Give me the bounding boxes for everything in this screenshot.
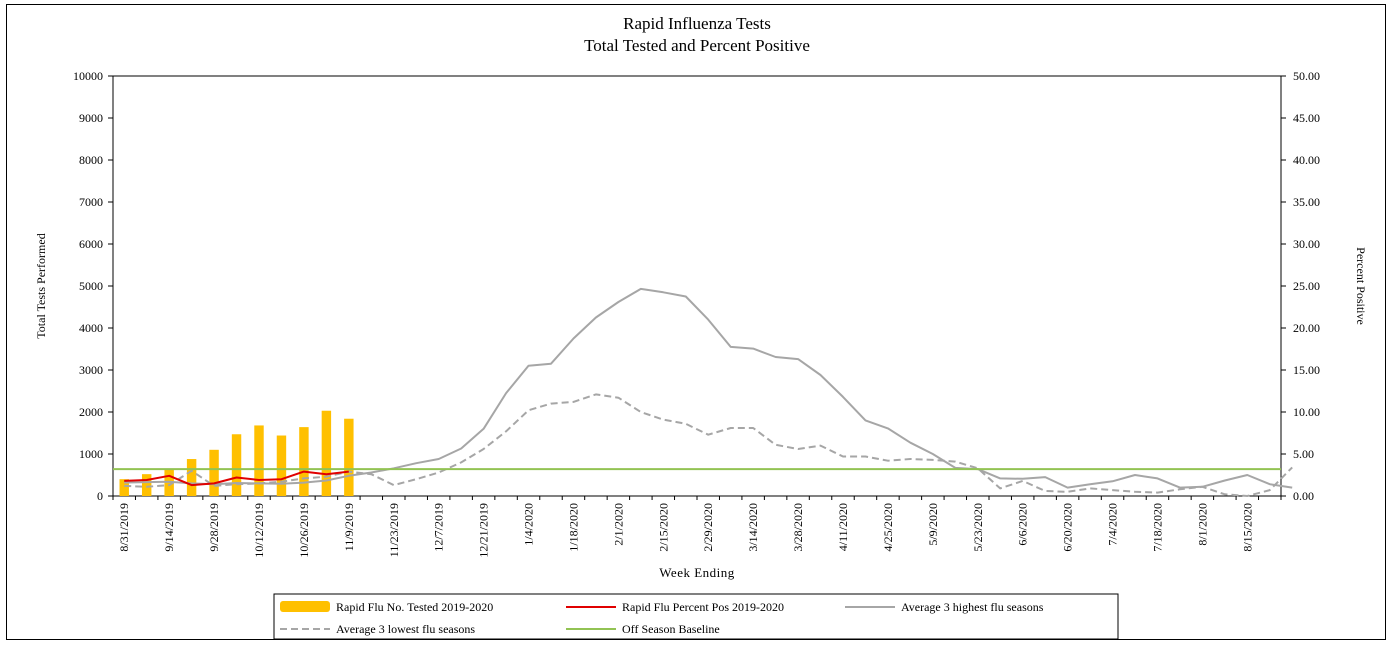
legend-label-average-3-highest-flu-seasons: Average 3 highest flu seasons <box>901 600 1044 614</box>
bar-rapid-flu-no-tested-2019-2020 <box>186 459 197 496</box>
y-right-tick-label: 45.00 <box>1293 111 1320 125</box>
y-right-tick-label: 5.00 <box>1293 447 1314 461</box>
legend-label-rapid-flu-percent-pos-2019-2020: Rapid Flu Percent Pos 2019-2020 <box>622 600 784 614</box>
line-rapid-flu-percent-pos-2019-2020 <box>124 470 349 487</box>
x-tick-label: 6/20/2020 <box>1061 503 1075 552</box>
x-tick-label: 8/31/2019 <box>117 503 131 552</box>
x-tick-label: 7/18/2020 <box>1150 503 1164 552</box>
x-tick-label: 8/1/2020 <box>1195 503 1209 546</box>
x-tick-label: 2/1/2020 <box>611 503 625 546</box>
x-tick-label: 5/9/2020 <box>926 503 940 546</box>
x-tick-label: 7/4/2020 <box>1106 503 1120 546</box>
y-left-tick-label: 7000 <box>79 195 103 209</box>
legend-box <box>273 593 1119 640</box>
y-left-tick-label: 0 <box>97 489 103 503</box>
x-tick-label: 11/9/2019 <box>342 503 356 551</box>
chart-subtitle: Total Tested and Percent Positive <box>584 36 810 55</box>
bar-rapid-flu-no-tested-2019-2020 <box>276 435 287 496</box>
x-tick-label: 10/26/2019 <box>297 503 311 558</box>
x-axis-label: Week Ending <box>659 565 735 580</box>
bar-rapid-flu-no-tested-2019-2020 <box>321 410 332 496</box>
y-right-tick-label: 30.00 <box>1293 237 1320 251</box>
y-left-tick-label: 2000 <box>79 405 103 419</box>
x-tick-label: 8/15/2020 <box>1240 503 1254 552</box>
y-right-tick-label: 15.00 <box>1293 363 1320 377</box>
chart-frame <box>6 4 1386 640</box>
legend-label-average-3-lowest-flu-seasons: Average 3 lowest flu seasons <box>336 622 475 636</box>
x-tick-label: 5/23/2020 <box>971 503 985 552</box>
x-tick-label: 2/29/2020 <box>701 503 715 552</box>
bar-rapid-flu-no-tested-2019-2020 <box>141 474 152 496</box>
x-tick-label: 12/21/2019 <box>477 503 491 558</box>
y-left-tick-label: 9000 <box>79 111 103 125</box>
bar-rapid-flu-no-tested-2019-2020 <box>231 434 242 496</box>
y-left-tick-label: 6000 <box>79 237 103 251</box>
chart-title: Rapid Influenza Tests <box>623 14 771 33</box>
y-right-tick-label: 25.00 <box>1293 279 1320 293</box>
legend-label-rapid-flu-no-tested-2019-2020: Rapid Flu No. Tested 2019-2020 <box>336 600 493 614</box>
legend-label-off-season-baseline: Off Season Baseline <box>622 622 720 636</box>
bar-rapid-flu-no-tested-2019-2020 <box>209 449 219 496</box>
x-tick-label: 4/25/2020 <box>881 503 895 552</box>
y-left-tick-label: 10000 <box>73 69 103 83</box>
x-tick-label: 2/15/2020 <box>656 503 670 552</box>
line-average-3-highest-flu-seasons <box>124 287 1293 489</box>
x-tick-label: 11/23/2019 <box>387 503 401 557</box>
x-tick-label: 1/4/2020 <box>522 503 536 546</box>
y-axis-right-label: Percent Positive <box>1354 247 1368 325</box>
y-right-tick-label: 40.00 <box>1293 153 1320 167</box>
bar-rapid-flu-no-tested-2019-2020 <box>254 425 264 496</box>
x-tick-label: 3/14/2020 <box>746 503 760 552</box>
y-left-tick-label: 8000 <box>79 153 103 167</box>
y-left-tick-label: 5000 <box>79 279 103 293</box>
bar-rapid-flu-no-tested-2019-2020 <box>344 418 354 496</box>
y-left-tick-label: 4000 <box>79 321 103 335</box>
y-axis-left-label: Total Tests Performed <box>34 233 48 338</box>
y-right-tick-label: 10.00 <box>1293 405 1320 419</box>
x-tick-label: 1/18/2020 <box>566 503 580 552</box>
line-average-3-lowest-flu-seasons <box>124 393 1293 497</box>
y-right-tick-label: 20.00 <box>1293 321 1320 335</box>
x-tick-label: 4/11/2020 <box>836 503 850 551</box>
x-tick-label: 9/14/2019 <box>162 503 176 552</box>
x-tick-label: 10/12/2019 <box>252 503 266 558</box>
legend: Rapid Flu No. Tested 2019-2020 Rapid Flu … <box>273 593 1119 640</box>
y-right-tick-label: 35.00 <box>1293 195 1320 209</box>
legend-swatch-rapid-flu-no-tested-2019-2020 <box>280 601 330 612</box>
bar-rapid-flu-no-tested-2019-2020 <box>119 479 129 496</box>
x-tick-label: 9/28/2019 <box>207 503 221 552</box>
y-right-tick-label: 0.00 <box>1293 489 1314 503</box>
y-left-tick-label: 1000 <box>79 447 103 461</box>
plot-area <box>112 75 1282 497</box>
x-tick-label: 6/6/2020 <box>1016 503 1030 546</box>
bar-rapid-flu-no-tested-2019-2020 <box>299 427 309 496</box>
x-tick-label: 3/28/2020 <box>791 503 805 552</box>
y-right-tick-label: 50.00 <box>1293 69 1320 83</box>
x-tick-label: 12/7/2019 <box>432 503 446 552</box>
y-left-tick-label: 3000 <box>79 363 103 377</box>
